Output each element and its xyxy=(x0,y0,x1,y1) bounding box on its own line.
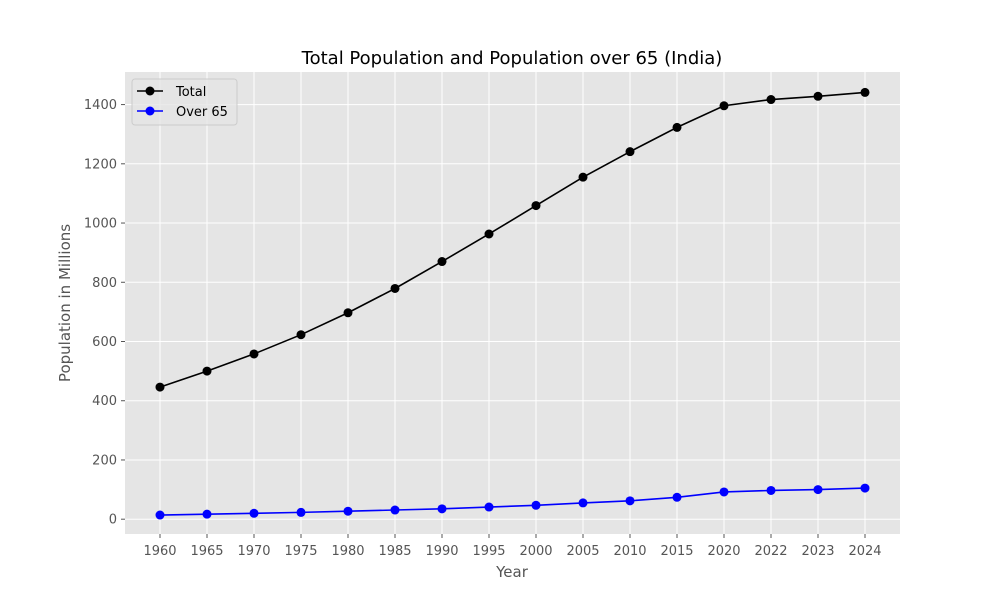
data-point-total xyxy=(719,101,729,111)
data-point-total xyxy=(296,330,306,340)
x-tick-label: 2005 xyxy=(566,544,599,559)
data-point-over-65 xyxy=(625,496,635,506)
plot-area xyxy=(125,72,900,534)
data-point-over-65 xyxy=(813,485,823,495)
data-point-over-65 xyxy=(390,505,400,515)
data-point-total xyxy=(578,172,588,182)
data-point-total xyxy=(437,257,447,267)
series-line-over-65 xyxy=(159,487,866,516)
data-point-over-65 xyxy=(672,492,682,502)
data-point-total xyxy=(766,95,776,105)
legend-label-over-65: Over 65 xyxy=(176,105,228,120)
y-tick-label: 1000 xyxy=(84,217,117,232)
x-tick-label: 2015 xyxy=(660,544,693,559)
data-point-total xyxy=(531,201,541,211)
x-tick-label: 2022 xyxy=(754,544,787,559)
chart-title: Total Population and Population over 65 … xyxy=(301,48,723,69)
data-point-over-65 xyxy=(531,500,541,510)
legend-marker-over-65 xyxy=(145,106,155,116)
y-axis-ticks: 0 200 400 600 800 1000 1200 1400 xyxy=(84,98,125,528)
data-point-total xyxy=(672,122,682,132)
data-point-over-65 xyxy=(249,508,259,518)
series-line-total xyxy=(159,91,866,388)
data-point-over-65 xyxy=(296,507,306,517)
data-point-over-65 xyxy=(719,487,729,497)
x-tick-label: 1975 xyxy=(284,544,317,559)
y-tick-label: 600 xyxy=(92,335,117,350)
data-point-over-65 xyxy=(437,504,447,514)
data-point-total xyxy=(249,349,259,359)
data-point-total xyxy=(343,308,353,318)
data-point-total xyxy=(625,147,635,157)
data-point-total xyxy=(390,283,400,293)
y-tick-label: 200 xyxy=(92,453,117,468)
x-tick-label: 2024 xyxy=(848,544,881,559)
y-tick-label: 400 xyxy=(92,394,117,409)
x-tick-label: 1980 xyxy=(331,544,364,559)
legend: Total Over 65 xyxy=(131,78,238,126)
x-tick-label: 1985 xyxy=(378,544,411,559)
data-point-total xyxy=(484,229,494,239)
legend-label-total: Total xyxy=(175,85,206,100)
data-point-over-65 xyxy=(578,498,588,508)
x-tick-label: 1965 xyxy=(190,544,223,559)
x-axis-label: Year xyxy=(495,563,529,581)
x-tick-label: 2020 xyxy=(707,544,740,559)
data-point-over-65 xyxy=(202,509,212,519)
y-tick-label: 800 xyxy=(92,276,117,291)
x-tick-label: 1990 xyxy=(425,544,458,559)
data-point-total xyxy=(155,382,165,392)
x-axis-ticks: 1960 1965 1970 1975 1980 1985 1990 1995 2000 2005… xyxy=(143,534,882,559)
data-point-over-65 xyxy=(484,502,494,512)
data-point-total xyxy=(860,87,870,97)
x-tick-label: 1970 xyxy=(237,544,270,559)
x-tick-label: 2023 xyxy=(801,544,834,559)
data-point-over-65 xyxy=(343,506,353,516)
x-tick-label: 2010 xyxy=(613,544,646,559)
data-point-over-65 xyxy=(766,485,776,495)
grid-layer xyxy=(125,72,900,534)
x-tick-label: 1960 xyxy=(143,544,176,559)
series-layer xyxy=(155,87,870,520)
y-tick-label: 1200 xyxy=(84,157,117,172)
data-point-total xyxy=(813,91,823,101)
data-point-over-65 xyxy=(155,510,165,520)
y-tick-label: 1400 xyxy=(84,98,117,113)
legend-marker-total xyxy=(145,86,155,96)
x-tick-label: 1995 xyxy=(472,544,505,559)
data-point-total xyxy=(202,366,212,376)
y-axis-label: Population in Millions xyxy=(56,224,74,382)
data-point-over-65 xyxy=(860,483,870,493)
y-tick-label: 0 xyxy=(109,513,117,528)
x-tick-label: 2000 xyxy=(519,544,552,559)
